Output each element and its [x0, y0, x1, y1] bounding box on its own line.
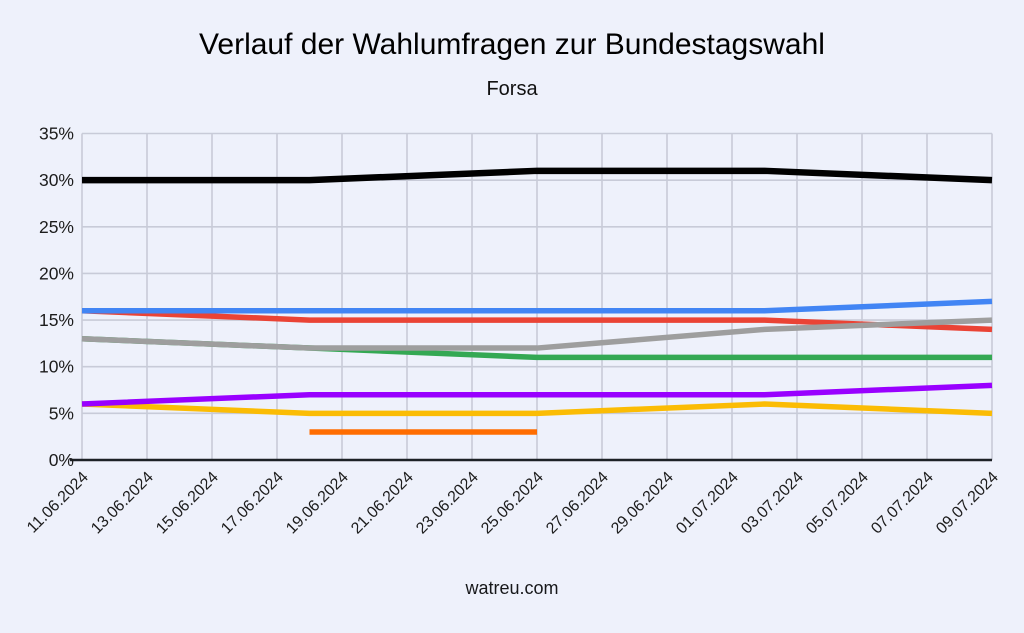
x-tick-label: 25.06.2024 [478, 469, 547, 538]
x-tick-label: 27.06.2024 [543, 469, 612, 538]
chart-subtitle: Forsa [486, 78, 538, 100]
x-tick-label: 03.07.2024 [738, 469, 807, 538]
y-tick-label: 5% [49, 403, 74, 423]
series-line-purple [81, 382, 993, 407]
y-tick-label: 10% [39, 357, 74, 377]
x-tick-label: 13.06.2024 [88, 469, 157, 538]
series-line-yellow [81, 401, 993, 417]
y-tick-label: 20% [39, 263, 74, 283]
x-tick-label: 09.07.2024 [933, 469, 1002, 538]
y-tick-label: 25% [39, 217, 74, 237]
y-tick-label: 35% [39, 124, 74, 144]
x-tick-label: 21.06.2024 [348, 469, 417, 538]
x-tick-label: 07.07.2024 [868, 469, 937, 538]
x-tick-label: 05.07.2024 [803, 469, 872, 538]
x-tick-label: 29.06.2024 [608, 469, 677, 538]
series-line-blue [82, 298, 993, 314]
series-line-black [82, 167, 993, 184]
x-tick-label: 19.06.2024 [283, 469, 352, 538]
x-tick-label: 11.06.2024 [24, 469, 92, 537]
x-tick-label: 01.07.2024 [673, 469, 742, 538]
x-tick-label: 17.06.2024 [218, 469, 287, 538]
y-tick-label: 15% [39, 310, 74, 330]
source-footer: watreu.com [465, 578, 559, 598]
x-tick-label: 15.06.2024 [153, 469, 222, 538]
chart-title: Verlauf der Wahlumfragen zur Bundestagsw… [199, 28, 825, 61]
x-tick-label: 23.06.2024 [413, 469, 482, 538]
series-line-red [81, 307, 993, 333]
y-tick-label: 0% [49, 450, 74, 470]
y-tick-label: 30% [39, 170, 74, 190]
series-line-gray [81, 317, 993, 351]
